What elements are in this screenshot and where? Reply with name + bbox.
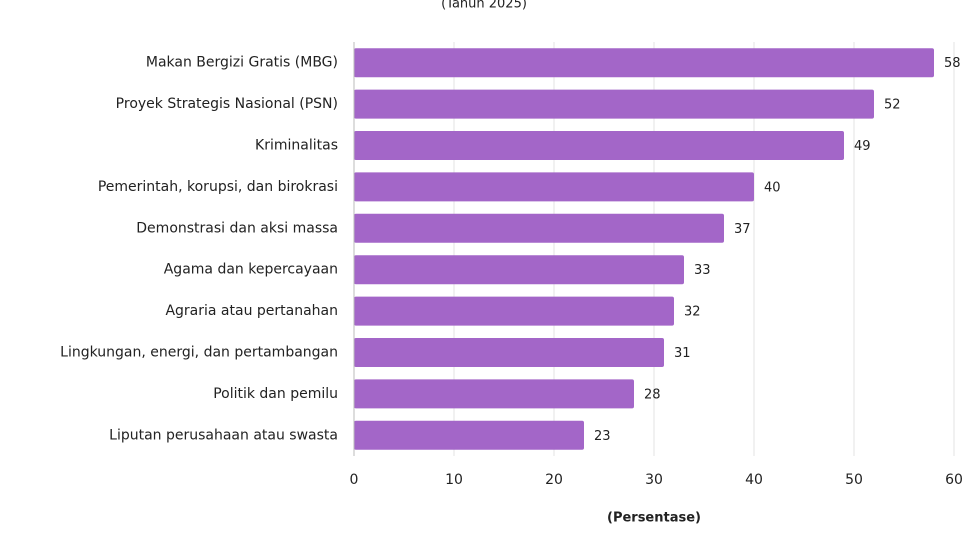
bar <box>354 89 874 119</box>
x-tick-label: 40 <box>745 472 763 488</box>
bar <box>354 131 844 160</box>
value-label: 58 <box>944 56 961 71</box>
y-tick-label: Proyek Strategis Nasional (PSN) <box>116 96 338 112</box>
x-tick-label: 20 <box>545 472 563 488</box>
y-tick-label: Liputan perusahaan atau swasta <box>109 427 338 443</box>
bar <box>354 213 724 243</box>
bar <box>354 172 754 202</box>
chart-subtitle: (Tahun 2025) <box>441 0 527 12</box>
bar <box>354 48 934 78</box>
value-label: 23 <box>594 429 611 444</box>
bar <box>354 420 584 450</box>
y-tick-label: Pemerintah, korupsi, dan birokrasi <box>98 179 338 195</box>
value-label: 37 <box>734 222 751 237</box>
y-tick-label: Demonstrasi dan aksi massa <box>136 220 338 236</box>
bar <box>354 338 664 367</box>
value-label: 28 <box>644 387 661 402</box>
y-tick-label: Kriminalitas <box>255 138 338 154</box>
value-label: 31 <box>674 346 691 361</box>
y-tick-label: Agraria atau pertanahan <box>165 303 338 319</box>
y-tick-label: Agama dan kepercayaan <box>164 262 338 278</box>
bar <box>354 255 684 285</box>
x-tick-label: 50 <box>845 472 863 488</box>
x-tick-label: 10 <box>445 472 463 488</box>
value-label: 49 <box>854 139 871 154</box>
value-label: 52 <box>884 98 901 113</box>
x-tick-label: 30 <box>645 472 663 488</box>
y-tick-label: Lingkungan, energi, dan pertambangan <box>60 345 338 361</box>
x-axis-label: (Persentase) <box>607 511 701 526</box>
y-tick-label: Politik dan pemilu <box>213 386 338 402</box>
value-label: 33 <box>694 263 711 278</box>
value-label: 40 <box>764 180 781 195</box>
x-tick-label: 60 <box>945 472 963 488</box>
bar <box>354 379 634 409</box>
value-label: 32 <box>684 305 701 320</box>
x-tick-label: 0 <box>350 472 359 488</box>
bar <box>354 296 674 326</box>
y-tick-label: Makan Bergizi Gratis (MBG) <box>146 55 338 71</box>
